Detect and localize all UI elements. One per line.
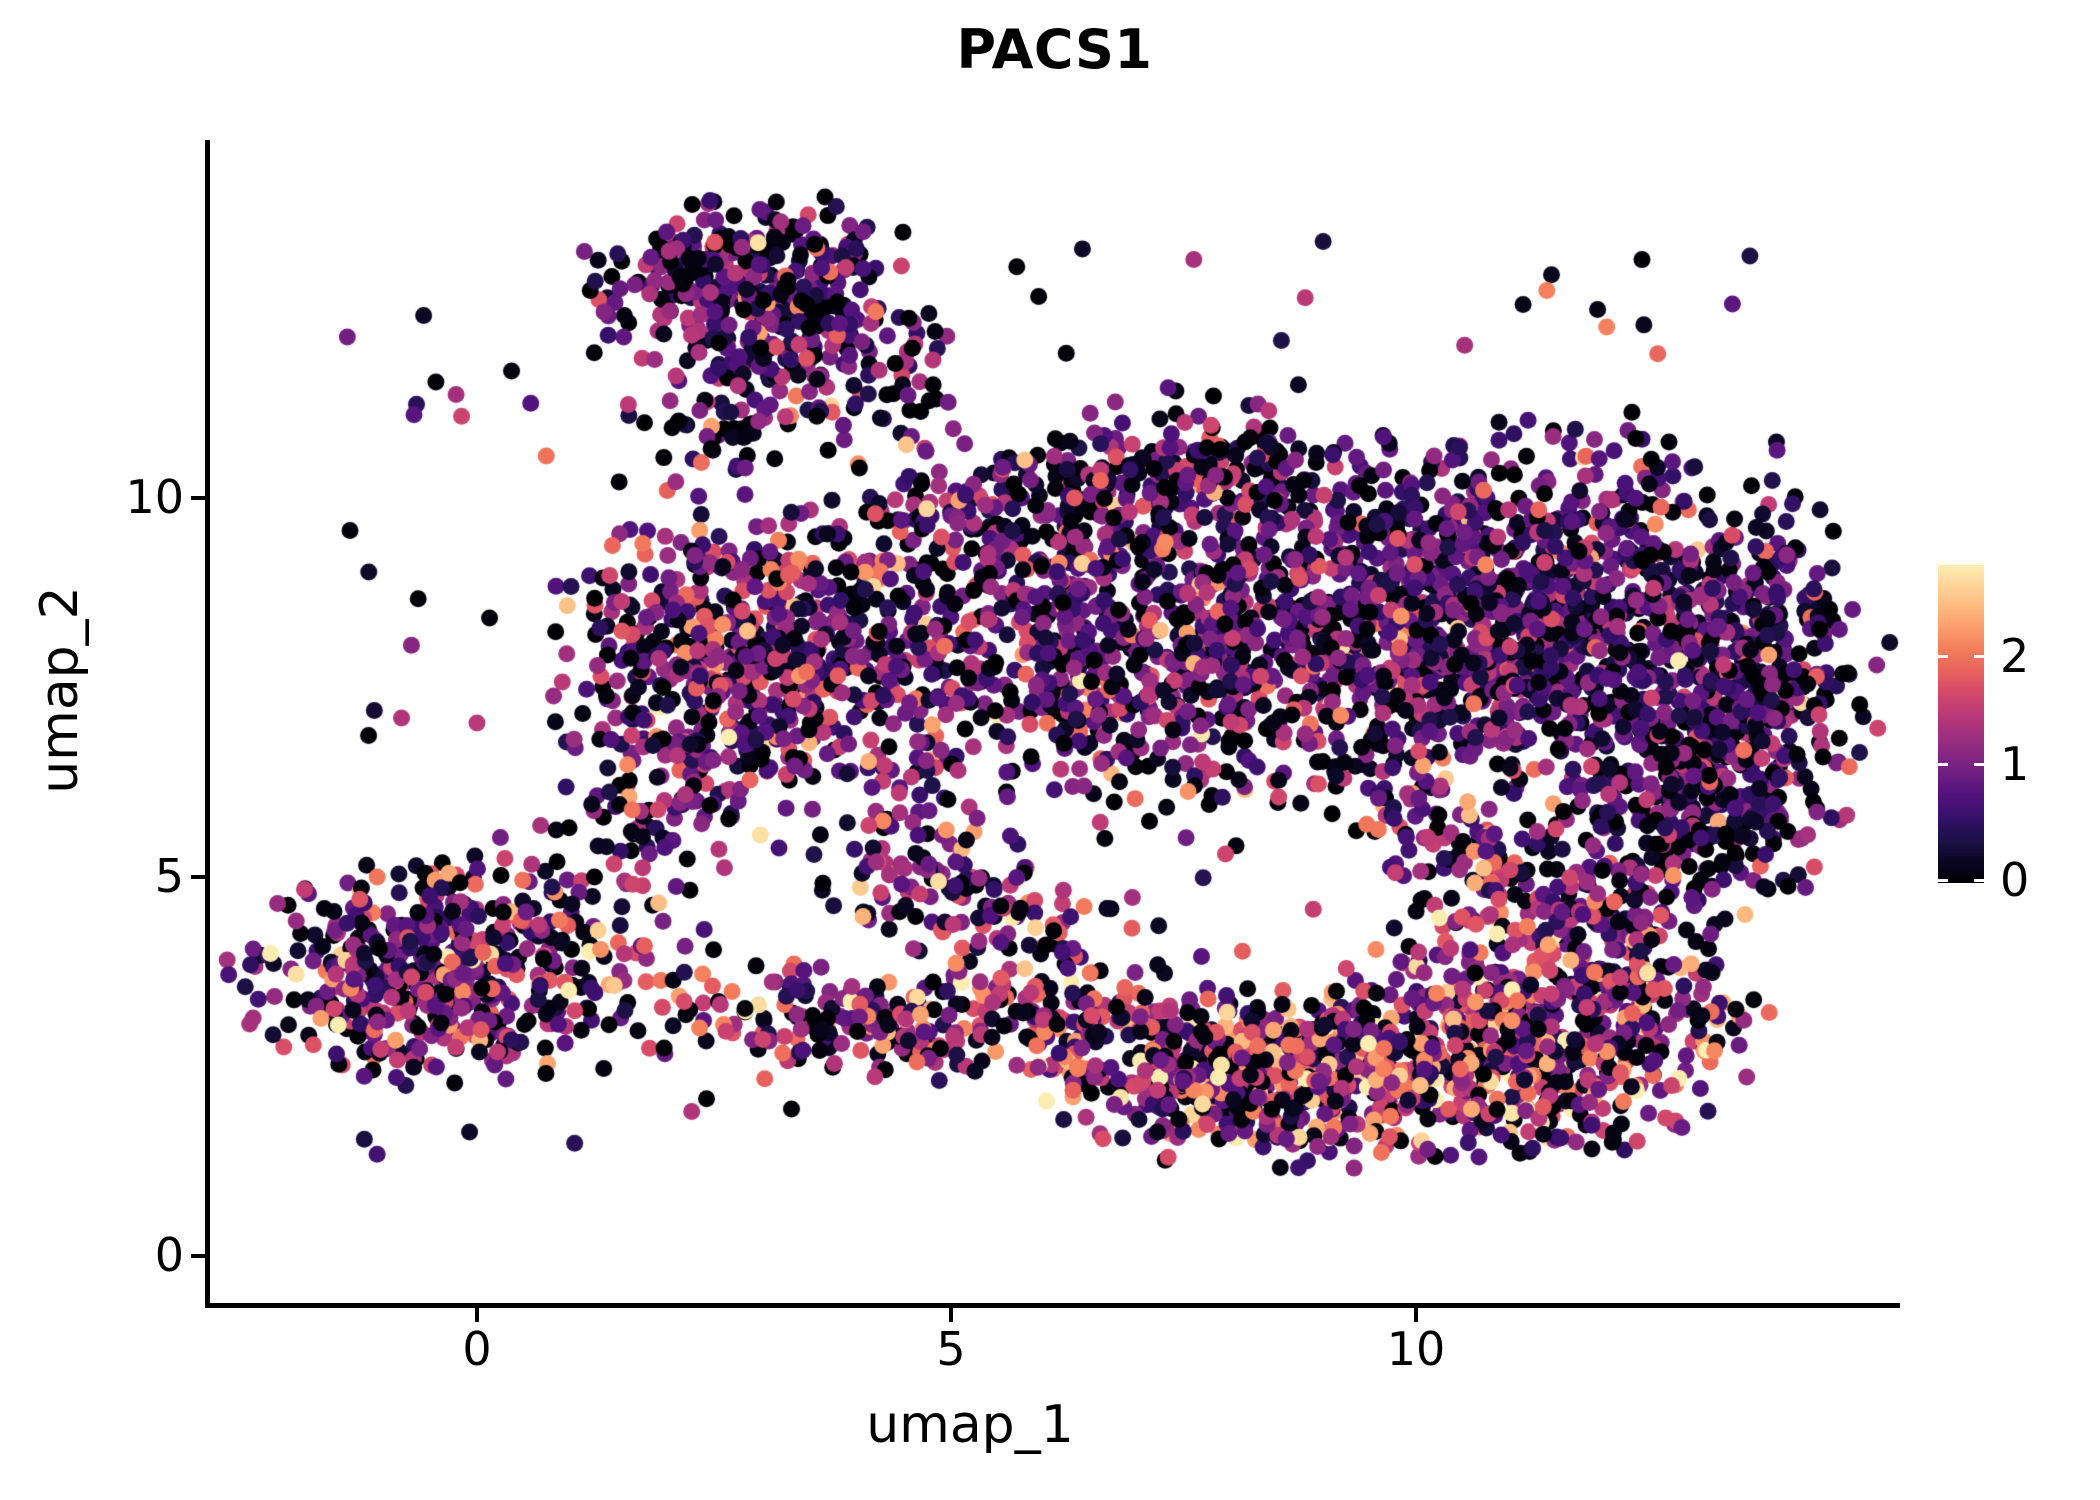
y-axis-spine [205,140,210,1308]
y-axis-label: umap_2 [30,586,90,794]
scatter-points-layer [209,140,1900,1305]
colorbar [1938,565,1984,883]
x-tick-mark-10 [1414,1308,1418,1322]
scatter-plot-axes [209,140,1900,1305]
x-tick-mark-0 [475,1308,479,1322]
y-tick-label-5: 5 [154,849,184,903]
y-tick-mark-0 [191,1254,205,1258]
colorbar-label-1: 1 [2000,737,2030,791]
x-tick-mark-5 [949,1308,953,1322]
colorbar-gradient [1938,565,1984,883]
colorbar-label-2: 2 [2000,629,2030,683]
x-axis-spine [205,1303,1900,1308]
colorbar-label-0: 0 [2000,853,2030,907]
y-tick-mark-10 [191,496,205,500]
y-tick-label-0: 0 [154,1228,184,1282]
y-tick-mark-5 [191,875,205,879]
x-tick-label-5: 5 [936,1322,966,1376]
x-tick-label-10: 10 [1386,1322,1446,1376]
x-axis-label-text: umap_1 [866,1395,1074,1455]
page-title: PACS1 [956,18,1153,81]
x-tick-label-0: 0 [462,1322,492,1376]
y-tick-label-10: 10 [125,470,184,524]
x-axis-label: umap_1 [0,1395,2100,1455]
